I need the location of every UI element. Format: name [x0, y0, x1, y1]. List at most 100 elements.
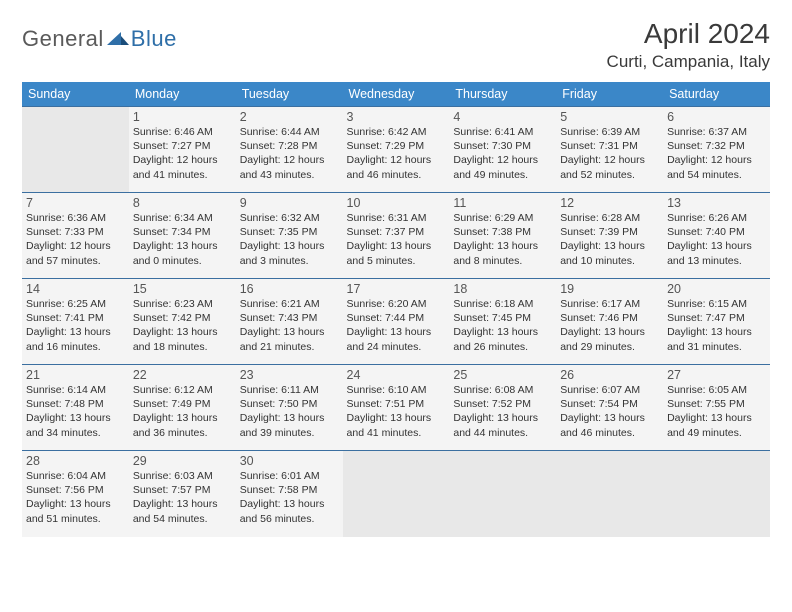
day-info: Sunrise: 6:32 AMSunset: 7:35 PMDaylight:…	[240, 211, 339, 268]
day-info: Sunrise: 6:42 AMSunset: 7:29 PMDaylight:…	[347, 125, 446, 182]
day-info: Sunrise: 6:18 AMSunset: 7:45 PMDaylight:…	[453, 297, 552, 354]
day-number: 27	[667, 368, 766, 382]
calendar-week-row: 21Sunrise: 6:14 AMSunset: 7:48 PMDayligh…	[22, 365, 770, 451]
day-number: 3	[347, 110, 446, 124]
calendar-day-cell: 11Sunrise: 6:29 AMSunset: 7:38 PMDayligh…	[449, 193, 556, 279]
calendar-day-cell: 1Sunrise: 6:46 AMSunset: 7:27 PMDaylight…	[129, 107, 236, 193]
day-number: 15	[133, 282, 232, 296]
weekday-header: Saturday	[663, 82, 770, 107]
calendar-day-cell: 27Sunrise: 6:05 AMSunset: 7:55 PMDayligh…	[663, 365, 770, 451]
calendar-day-cell	[449, 451, 556, 537]
day-number: 30	[240, 454, 339, 468]
day-number: 26	[560, 368, 659, 382]
day-info: Sunrise: 6:46 AMSunset: 7:27 PMDaylight:…	[133, 125, 232, 182]
day-info: Sunrise: 6:08 AMSunset: 7:52 PMDaylight:…	[453, 383, 552, 440]
day-info: Sunrise: 6:01 AMSunset: 7:58 PMDaylight:…	[240, 469, 339, 526]
day-number: 28	[26, 454, 125, 468]
calendar-day-cell: 4Sunrise: 6:41 AMSunset: 7:30 PMDaylight…	[449, 107, 556, 193]
day-info: Sunrise: 6:41 AMSunset: 7:30 PMDaylight:…	[453, 125, 552, 182]
calendar-day-cell: 12Sunrise: 6:28 AMSunset: 7:39 PMDayligh…	[556, 193, 663, 279]
day-info: Sunrise: 6:31 AMSunset: 7:37 PMDaylight:…	[347, 211, 446, 268]
day-number: 19	[560, 282, 659, 296]
weekday-header: Tuesday	[236, 82, 343, 107]
calendar-day-cell	[663, 451, 770, 537]
day-info: Sunrise: 6:23 AMSunset: 7:42 PMDaylight:…	[133, 297, 232, 354]
day-number: 23	[240, 368, 339, 382]
calendar-day-cell: 7Sunrise: 6:36 AMSunset: 7:33 PMDaylight…	[22, 193, 129, 279]
day-number: 25	[453, 368, 552, 382]
day-number: 9	[240, 196, 339, 210]
day-number: 22	[133, 368, 232, 382]
logo-text-blue: Blue	[131, 26, 177, 52]
weekday-header: Wednesday	[343, 82, 450, 107]
weekday-header: Thursday	[449, 82, 556, 107]
day-number: 20	[667, 282, 766, 296]
day-info: Sunrise: 6:04 AMSunset: 7:56 PMDaylight:…	[26, 469, 125, 526]
calendar-day-cell	[343, 451, 450, 537]
calendar-day-cell: 24Sunrise: 6:10 AMSunset: 7:51 PMDayligh…	[343, 365, 450, 451]
day-info: Sunrise: 6:07 AMSunset: 7:54 PMDaylight:…	[560, 383, 659, 440]
calendar-day-cell: 9Sunrise: 6:32 AMSunset: 7:35 PMDaylight…	[236, 193, 343, 279]
day-info: Sunrise: 6:05 AMSunset: 7:55 PMDaylight:…	[667, 383, 766, 440]
calendar-day-cell: 19Sunrise: 6:17 AMSunset: 7:46 PMDayligh…	[556, 279, 663, 365]
calendar-day-cell: 3Sunrise: 6:42 AMSunset: 7:29 PMDaylight…	[343, 107, 450, 193]
calendar-day-cell: 2Sunrise: 6:44 AMSunset: 7:28 PMDaylight…	[236, 107, 343, 193]
calendar-week-row: 1Sunrise: 6:46 AMSunset: 7:27 PMDaylight…	[22, 107, 770, 193]
day-info: Sunrise: 6:29 AMSunset: 7:38 PMDaylight:…	[453, 211, 552, 268]
day-info: Sunrise: 6:15 AMSunset: 7:47 PMDaylight:…	[667, 297, 766, 354]
day-info: Sunrise: 6:11 AMSunset: 7:50 PMDaylight:…	[240, 383, 339, 440]
title-block: April 2024 Curti, Campania, Italy	[607, 18, 770, 72]
day-number: 16	[240, 282, 339, 296]
day-info: Sunrise: 6:37 AMSunset: 7:32 PMDaylight:…	[667, 125, 766, 182]
calendar-week-row: 28Sunrise: 6:04 AMSunset: 7:56 PMDayligh…	[22, 451, 770, 537]
logo-text-general: General	[22, 26, 104, 52]
weekday-header: Sunday	[22, 82, 129, 107]
calendar-day-cell: 20Sunrise: 6:15 AMSunset: 7:47 PMDayligh…	[663, 279, 770, 365]
day-number: 5	[560, 110, 659, 124]
day-info: Sunrise: 6:10 AMSunset: 7:51 PMDaylight:…	[347, 383, 446, 440]
logo-triangle-icon	[107, 30, 129, 48]
calendar-day-cell: 5Sunrise: 6:39 AMSunset: 7:31 PMDaylight…	[556, 107, 663, 193]
day-number: 11	[453, 196, 552, 210]
calendar-day-cell: 18Sunrise: 6:18 AMSunset: 7:45 PMDayligh…	[449, 279, 556, 365]
day-info: Sunrise: 6:26 AMSunset: 7:40 PMDaylight:…	[667, 211, 766, 268]
day-number: 17	[347, 282, 446, 296]
day-number: 1	[133, 110, 232, 124]
calendar-day-cell: 21Sunrise: 6:14 AMSunset: 7:48 PMDayligh…	[22, 365, 129, 451]
calendar-day-cell: 23Sunrise: 6:11 AMSunset: 7:50 PMDayligh…	[236, 365, 343, 451]
calendar-day-cell: 17Sunrise: 6:20 AMSunset: 7:44 PMDayligh…	[343, 279, 450, 365]
calendar-week-row: 7Sunrise: 6:36 AMSunset: 7:33 PMDaylight…	[22, 193, 770, 279]
day-number: 10	[347, 196, 446, 210]
calendar-day-cell: 6Sunrise: 6:37 AMSunset: 7:32 PMDaylight…	[663, 107, 770, 193]
month-title: April 2024	[607, 18, 770, 50]
day-info: Sunrise: 6:44 AMSunset: 7:28 PMDaylight:…	[240, 125, 339, 182]
calendar-day-cell: 29Sunrise: 6:03 AMSunset: 7:57 PMDayligh…	[129, 451, 236, 537]
day-number: 6	[667, 110, 766, 124]
day-number: 18	[453, 282, 552, 296]
day-number: 14	[26, 282, 125, 296]
day-info: Sunrise: 6:17 AMSunset: 7:46 PMDaylight:…	[560, 297, 659, 354]
calendar-day-cell: 16Sunrise: 6:21 AMSunset: 7:43 PMDayligh…	[236, 279, 343, 365]
calendar-day-cell: 14Sunrise: 6:25 AMSunset: 7:41 PMDayligh…	[22, 279, 129, 365]
day-info: Sunrise: 6:20 AMSunset: 7:44 PMDaylight:…	[347, 297, 446, 354]
header: General Blue April 2024 Curti, Campania,…	[22, 18, 770, 72]
day-info: Sunrise: 6:25 AMSunset: 7:41 PMDaylight:…	[26, 297, 125, 354]
day-info: Sunrise: 6:36 AMSunset: 7:33 PMDaylight:…	[26, 211, 125, 268]
day-number: 21	[26, 368, 125, 382]
day-info: Sunrise: 6:39 AMSunset: 7:31 PMDaylight:…	[560, 125, 659, 182]
calendar-body: 1Sunrise: 6:46 AMSunset: 7:27 PMDaylight…	[22, 107, 770, 537]
calendar-day-cell: 28Sunrise: 6:04 AMSunset: 7:56 PMDayligh…	[22, 451, 129, 537]
day-number: 13	[667, 196, 766, 210]
calendar-table: SundayMondayTuesdayWednesdayThursdayFrid…	[22, 82, 770, 537]
day-number: 12	[560, 196, 659, 210]
day-number: 29	[133, 454, 232, 468]
day-info: Sunrise: 6:12 AMSunset: 7:49 PMDaylight:…	[133, 383, 232, 440]
day-info: Sunrise: 6:21 AMSunset: 7:43 PMDaylight:…	[240, 297, 339, 354]
logo: General Blue	[22, 26, 177, 52]
calendar-day-cell: 8Sunrise: 6:34 AMSunset: 7:34 PMDaylight…	[129, 193, 236, 279]
weekday-header: Monday	[129, 82, 236, 107]
calendar-day-cell: 15Sunrise: 6:23 AMSunset: 7:42 PMDayligh…	[129, 279, 236, 365]
calendar-day-cell	[556, 451, 663, 537]
day-info: Sunrise: 6:34 AMSunset: 7:34 PMDaylight:…	[133, 211, 232, 268]
calendar-week-row: 14Sunrise: 6:25 AMSunset: 7:41 PMDayligh…	[22, 279, 770, 365]
